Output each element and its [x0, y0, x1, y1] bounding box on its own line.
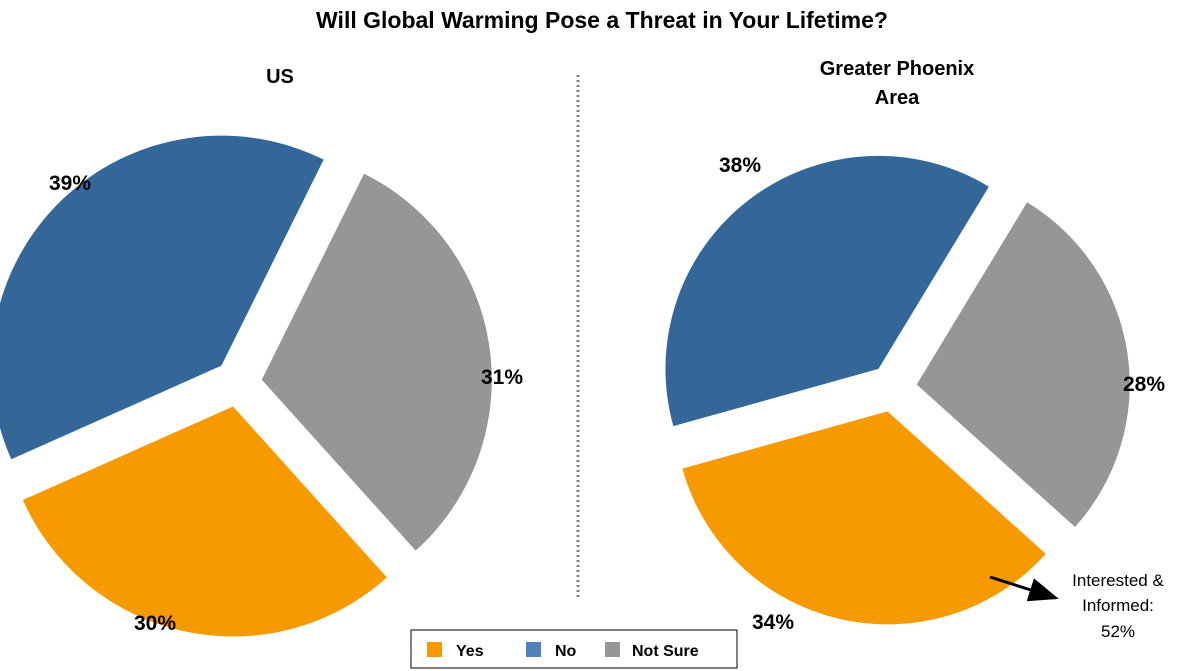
legend-swatch-yes [427, 642, 442, 657]
legend-swatch-not-sure [605, 642, 620, 657]
phoenix-slice-no [665, 155, 989, 427]
phoenix-notsure-data-label: 28% [1123, 373, 1165, 396]
phoenix-slice-yes [682, 411, 1046, 625]
us-yes-data-label: 30% [134, 612, 176, 635]
legend: Yes No Not Sure [410, 629, 738, 669]
us-slice-not-sure [261, 173, 492, 551]
phoenix-yes-data-label: 34% [752, 611, 794, 634]
us-slice-yes [22, 406, 387, 637]
legend-label-no: No [555, 643, 577, 660]
us-pie [0, 135, 492, 637]
us-subtitle: US [266, 66, 294, 88]
phoenix-subtitle-line1: Greater Phoenix [820, 58, 975, 80]
phoenix-slice-not-sure [916, 202, 1130, 528]
annotation-line3: 52% [1101, 622, 1135, 641]
legend-box [410, 629, 738, 669]
us-slice-no [0, 135, 324, 460]
phoenix-subtitle-line2: Area [875, 87, 920, 109]
us-no-data-label: 39% [49, 172, 91, 195]
legend-label-yes: Yes [456, 643, 484, 660]
us-notsure-data-label: 31% [481, 366, 523, 389]
legend-label-not-sure: Not Sure [632, 643, 699, 660]
annotation-arrow [989, 575, 1059, 602]
legend-swatch-no [526, 642, 541, 657]
chart-title: Will Global Warming Pose a Threat in You… [316, 7, 888, 33]
phoenix-pie [665, 155, 1130, 625]
annotation-line1: Interested & [1072, 571, 1164, 590]
annotation-line2: Informed: [1082, 596, 1154, 615]
phoenix-no-data-label: 38% [719, 154, 761, 177]
